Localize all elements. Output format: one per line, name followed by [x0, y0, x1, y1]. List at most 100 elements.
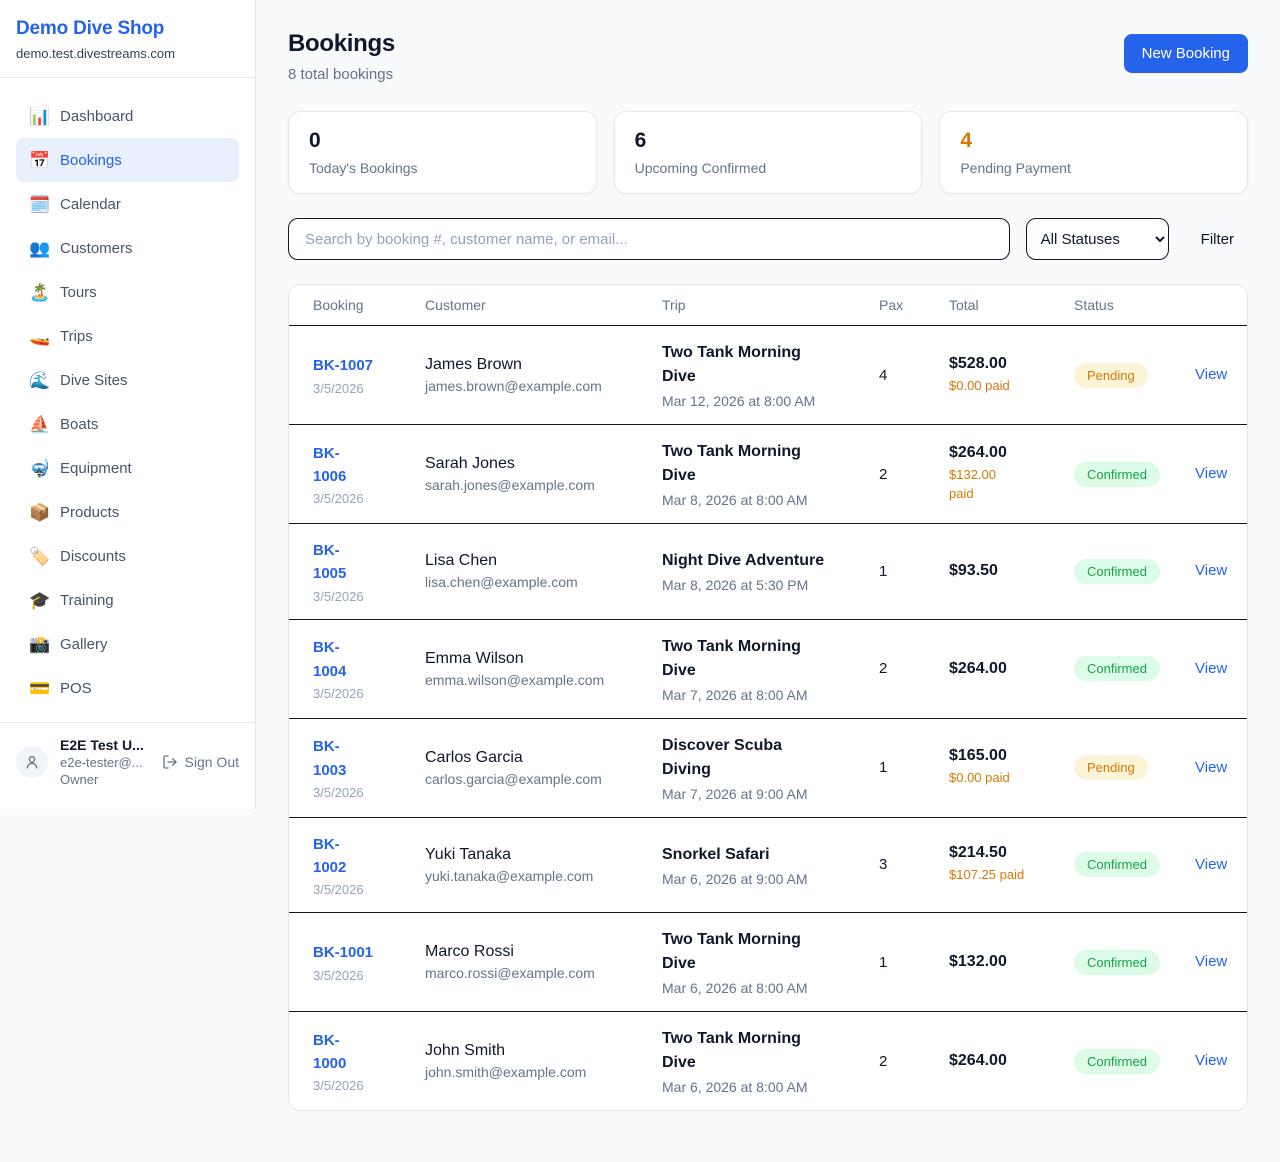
logout-icon — [162, 755, 177, 769]
status-filter-select[interactable]: All Statuses — [1025, 218, 1169, 261]
table-row: BK- 1004 3/5/2026 Emma Wilson emma.wilso… — [289, 618, 1247, 718]
sidebar-item-label: Training — [60, 591, 114, 609]
view-cell: View — [1195, 366, 1247, 384]
sidebar-item-training[interactable]: 🎓 Training — [16, 578, 239, 622]
sidebar-item-label: Equipment — [60, 459, 132, 477]
pax-count: 3 — [879, 856, 888, 874]
booking-number-link[interactable]: BK- 1006 — [313, 444, 347, 486]
stat-value: 6 — [634, 129, 647, 152]
view-link[interactable]: View — [1195, 659, 1228, 677]
booking-date: 3/5/2026 — [313, 491, 364, 507]
view-link[interactable]: View — [1195, 953, 1228, 971]
total-cell: $264.00 $132.00 paid — [949, 444, 1074, 504]
status-cell: Confirmed — [1074, 1048, 1195, 1074]
table-row: BK- 1003 3/5/2026 Carlos Garcia carlos.g… — [289, 717, 1247, 817]
booking-cell: BK- 1006 3/5/2026 — [289, 442, 425, 507]
total-amount: $264.00 — [949, 1052, 1007, 1070]
paid-amount: $107.25 paid — [949, 867, 1025, 883]
status-badge: Confirmed — [1074, 461, 1160, 487]
customer-email: john.smith@example.com — [425, 1064, 587, 1081]
trip-cell: Two Tank Morning Dive Mar 7, 2026 at 8:0… — [662, 635, 879, 703]
trip-cell: Two Tank Morning Dive Mar 12, 2026 at 8:… — [662, 341, 879, 409]
view-link[interactable]: View — [1195, 1052, 1228, 1070]
camera-icon: 📸 — [29, 634, 51, 654]
booking-number-link[interactable]: BK- 1002 — [313, 835, 347, 876]
status-cell: Confirmed — [1074, 656, 1195, 682]
booking-number-link[interactable]: BK-1001 — [313, 944, 374, 962]
sidebar-item-trips[interactable]: 🚤 Trips — [16, 314, 239, 358]
credit-card-icon: 💳 — [29, 678, 51, 698]
sidebar-item-bookings[interactable]: 📅 Bookings — [16, 138, 239, 182]
sidebar-item-products[interactable]: 📦 Products — [16, 490, 239, 534]
booking-number-link[interactable]: BK- 1005 — [313, 542, 347, 583]
trip-name: Two Tank Morning Dive — [662, 1030, 801, 1072]
customer-name: Emma Wilson — [425, 649, 524, 667]
customer-name: Lisa Chen — [425, 552, 498, 570]
booking-date: 3/5/2026 — [313, 784, 364, 800]
sidebar-item-discounts[interactable]: 🏷️ Discounts — [16, 534, 239, 578]
sidebar-item-tours[interactable]: 🏝️ Tours — [16, 270, 239, 314]
stat-label: Today's Bookings — [309, 160, 418, 177]
view-link[interactable]: View — [1195, 758, 1228, 776]
sidebar-item-label: Dive Sites — [60, 371, 128, 389]
total-amount: $165.00 — [949, 747, 1007, 765]
booking-number-link[interactable]: BK- 1003 — [313, 738, 347, 779]
sidebar-item-dive-sites[interactable]: 🌊 Dive Sites — [16, 358, 239, 402]
filter-button[interactable]: Filter — [1200, 230, 1234, 248]
dashboard-icon: 📊 — [29, 106, 51, 126]
calendar-date-icon: 📅 — [29, 150, 51, 170]
sidebar-item-calendar[interactable]: 🗓️ Calendar — [16, 182, 239, 226]
customer-name: Yuki Tanaka — [425, 845, 511, 863]
view-cell: View — [1195, 562, 1247, 580]
status-badge: Confirmed — [1074, 558, 1160, 584]
sidebar-item-dashboard[interactable]: 📊 Dashboard — [16, 94, 239, 138]
booking-cell: BK- 1003 3/5/2026 — [289, 735, 425, 800]
total-cell: $165.00 $0.00 paid — [949, 747, 1074, 788]
booking-date: 3/5/2026 — [313, 380, 364, 396]
sidebar-item-pos[interactable]: 💳 POS — [16, 666, 239, 710]
customer-cell: Emma Wilson emma.wilson@example.com — [425, 650, 662, 688]
view-link[interactable]: View — [1195, 855, 1228, 873]
sidebar-item-gallery[interactable]: 📸 Gallery — [16, 622, 239, 666]
sidebar-item-label: Dashboard — [60, 107, 134, 125]
booking-number-link[interactable]: BK- 1000 — [313, 1031, 347, 1073]
sidebar-item-boats[interactable]: ⛵ Boats — [16, 402, 239, 446]
sign-out-button[interactable]: Sign Out — [162, 754, 239, 770]
status-badge: Confirmed — [1074, 656, 1160, 682]
status-badge: Pending — [1074, 362, 1148, 388]
trip-datetime: Mar 6, 2026 at 8:00 AM — [662, 980, 808, 997]
trip-name: Snorkel Safari — [662, 845, 770, 863]
filter-bar: All Statuses Filter — [288, 218, 1248, 261]
column-header-status: Status — [1074, 297, 1114, 314]
booking-number-link[interactable]: BK- 1004 — [313, 639, 347, 680]
booking-cell: BK-1007 3/5/2026 — [289, 354, 425, 395]
calendar-icon: 🗓️ — [29, 194, 51, 214]
search-input[interactable] — [288, 218, 1010, 261]
view-link[interactable]: View — [1195, 366, 1228, 384]
pax-count: 2 — [879, 465, 888, 483]
avatar — [16, 746, 48, 778]
view-link[interactable]: View — [1195, 465, 1228, 483]
column-header-pax: Pax — [879, 297, 904, 314]
trip-cell: Two Tank Morning Dive Mar 6, 2026 at 8:0… — [662, 1027, 879, 1095]
sidebar-item-label: Tours — [60, 283, 97, 301]
customer-email: james.brown@example.com — [425, 378, 602, 395]
total-cell: $93.50 — [949, 562, 1074, 580]
customer-cell: Sarah Jones sarah.jones@example.com — [425, 455, 662, 493]
booking-number-link[interactable]: BK-1007 — [313, 357, 374, 375]
customer-name: Marco Rossi — [425, 943, 514, 961]
booking-date: 3/5/2026 — [313, 588, 364, 604]
sidebar-item-equipment[interactable]: 🤿 Equipment — [16, 446, 239, 490]
status-cell: Confirmed — [1074, 461, 1195, 487]
customer-cell: Marco Rossi marco.rossi@example.com — [425, 943, 662, 981]
package-icon: 📦 — [29, 502, 51, 522]
customer-name: Sarah Jones — [425, 455, 515, 473]
new-booking-button[interactable]: New Booking — [1123, 34, 1248, 73]
status-cell: Confirmed — [1074, 558, 1195, 584]
paid-amount: $0.00 paid — [949, 377, 1010, 393]
status-badge: Confirmed — [1074, 852, 1160, 878]
total-cell: $264.00 — [949, 660, 1074, 678]
sidebar-item-customers[interactable]: 👥 Customers — [16, 226, 239, 270]
customer-cell: James Brown james.brown@example.com — [425, 356, 662, 394]
view-link[interactable]: View — [1195, 562, 1228, 580]
